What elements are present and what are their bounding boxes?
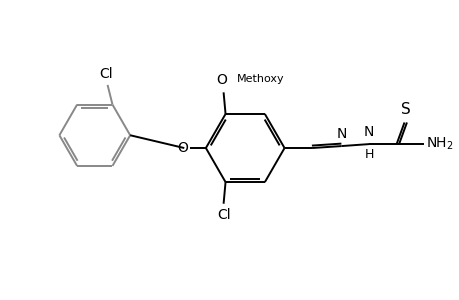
Text: O: O — [177, 141, 188, 155]
Text: S: S — [400, 102, 409, 117]
Text: NH$_2$: NH$_2$ — [425, 136, 453, 152]
Text: Methoxy: Methoxy — [237, 74, 285, 85]
Text: N: N — [336, 127, 346, 141]
Text: O: O — [216, 74, 227, 87]
Text: H: H — [364, 148, 373, 161]
Text: Cl: Cl — [99, 67, 112, 81]
Text: Cl: Cl — [216, 208, 230, 222]
Text: N: N — [363, 125, 374, 139]
